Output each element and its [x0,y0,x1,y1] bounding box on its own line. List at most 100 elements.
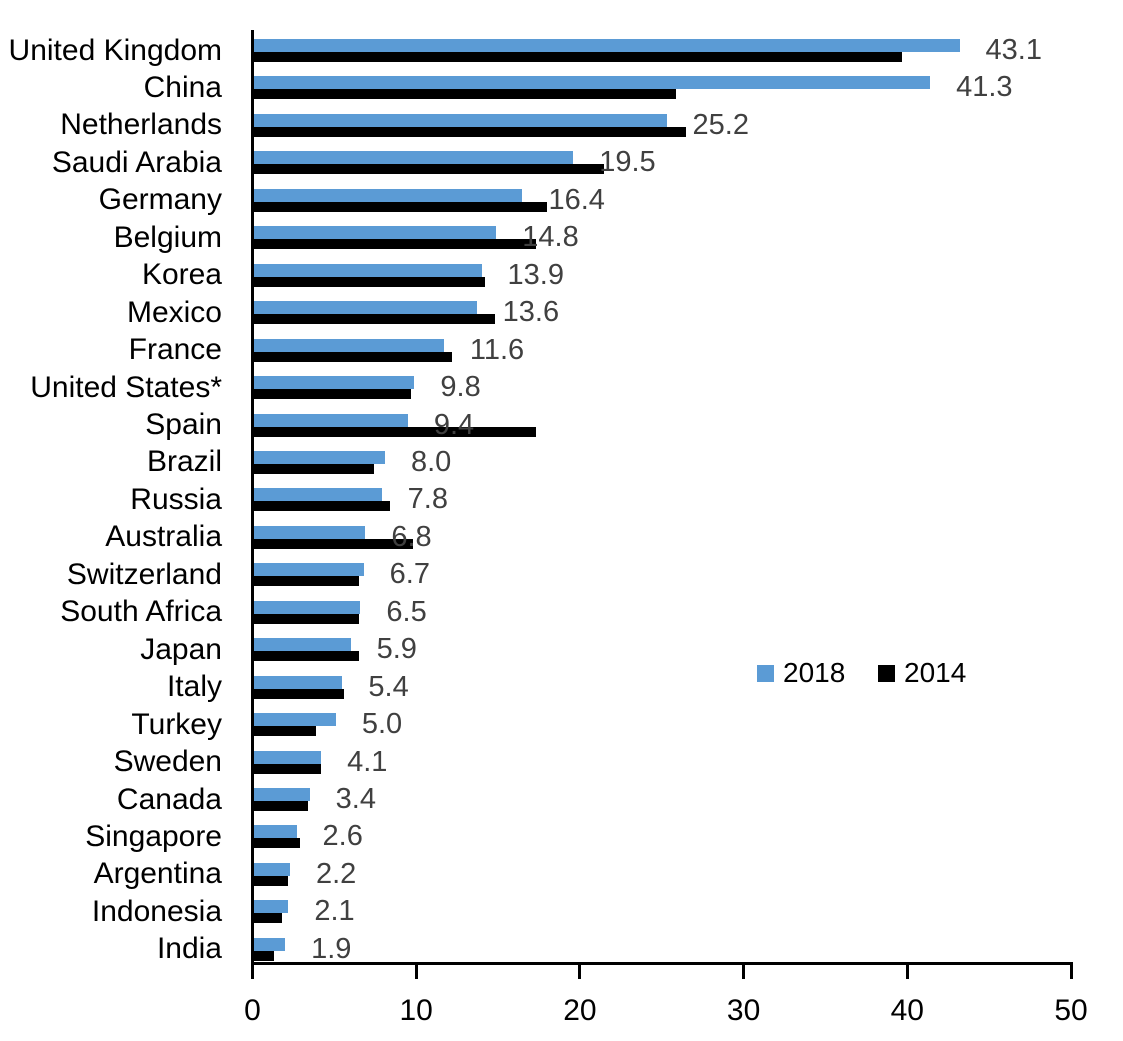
value-label-mexico: 13.6 [502,296,560,329]
category-label-turkey: Turkey [131,707,222,741]
bar-2018-mexico [254,301,477,315]
value-label-indonesia: 2.1 [314,895,355,928]
bar-2018-germany [254,188,523,202]
category-label-canada: Canada [116,782,222,816]
bar-2018-united-kingdom [254,39,960,52]
legend: 2018 [757,658,845,688]
value-label-japan: 5.9 [376,633,417,666]
category-label-switzerland: Switzerland [66,557,222,591]
bar-2018-russia [254,488,382,502]
value-label-korea: 13.9 [507,258,564,291]
bar-2018-belgium [254,226,497,240]
bar-2014-switzerland [254,576,359,587]
value-label-switzerland: 6.7 [389,558,430,591]
bar-2018-united-states [254,376,415,390]
legend-label-2014: 2014 [904,657,967,688]
bar-2018-india [254,937,286,951]
bar-2018-switzerland [254,563,364,577]
category-label-italy: Italy [166,670,222,704]
x-axis-tick-label: 50 [1054,994,1088,1027]
bar-2018-sweden [254,750,322,764]
value-label-turkey: 5.0 [361,708,403,741]
category-label-australia: Australia [105,520,222,554]
category-label-korea: Korea [141,258,222,292]
legend-swatch-2014 [878,664,895,682]
value-label-russia: 7.8 [407,483,448,516]
category-label-japan: Japan [140,632,222,666]
bar-2014-belgium [254,239,536,250]
category-label-mexico: Mexico [126,295,222,329]
bar-2018-china [254,76,931,90]
category-label-sweden: Sweden [113,745,222,779]
bar-2014-argentina [254,875,289,886]
bar-2014-mexico [254,314,495,325]
x-axis-tick-label: 10 [399,994,433,1027]
category-label-united-states: United States* [30,370,222,404]
bar-2014-sweden [254,763,322,774]
x-axis-tick-label: 30 [726,994,761,1027]
x-axis-tick-label: 20 [563,994,597,1027]
value-label-argentina: 2.2 [316,857,357,890]
bar-2018-turkey [254,713,336,727]
x-axis-tick-label: 40 [890,994,924,1027]
value-label-belgium: 14.8 [522,221,579,254]
bar-2018-korea [254,263,482,277]
bar-2014-indonesia [254,913,282,924]
value-label-india: 1.9 [311,932,352,965]
bar-2014-saudi-arabia [254,164,605,175]
bar-2014-spain [254,426,536,437]
bar-2018-argentina [254,862,290,876]
bar-2018-spain [254,413,408,427]
bar-2014-south-africa [254,613,359,624]
value-label-canada: 3.4 [335,783,376,815]
bar-2014-canada [254,801,309,811]
bar-2018-indonesia [254,900,289,914]
bar-2014-singapore [254,838,300,849]
category-label-argentina: Argentina [93,857,222,891]
value-label-germany: 16.4 [548,183,605,216]
category-label-brazil: Brazil [146,445,222,479]
bar-2018-south-africa [254,600,361,614]
category-label-netherlands: Netherlands [60,108,222,142]
x-axis-line [251,962,1073,965]
bar-2018-canada [254,788,310,801]
value-label-australia: 6.8 [391,520,432,553]
x-axis-tick-label: 0 [244,994,261,1027]
bar-2014-brazil [254,463,374,474]
legend-swatch-2018 [757,664,774,682]
category-label-france: France [128,333,222,367]
category-label-belgium: Belgium [113,220,222,254]
bar-2014-united-states [254,389,412,400]
x-axis-tick [1069,962,1073,979]
bar-2018-france [254,338,444,352]
category-label-singapore: Singapore [85,819,222,853]
value-label-china: 41.3 [956,71,1013,104]
value-label-spain: 9.4 [433,408,475,441]
category-label-south-africa: South Africa [60,595,222,629]
x-axis-tick [251,962,254,979]
legend-label-2018: 2018 [783,657,846,688]
x-axis-tick [742,962,746,979]
bar-2014-japan [254,651,359,662]
bar-2018-australia [254,525,366,539]
bar-2018-italy [254,675,343,689]
value-label-netherlands: 25.2 [692,108,749,141]
category-label-china: China [143,70,222,104]
bar-2014-united-kingdom [254,52,903,62]
bar-2014-germany [254,201,548,212]
x-axis-tick [414,962,418,979]
value-label-singapore: 2.6 [322,820,363,853]
bar-2014-australia [254,538,413,549]
bar-2014-russia [254,501,390,512]
x-axis-tick [905,962,909,979]
value-label-united-kingdom: 43.1 [985,34,1042,66]
value-label-france: 11.6 [469,333,525,366]
category-label-russia: Russia [130,482,222,516]
value-label-saudi-arabia: 19.5 [599,146,656,179]
bar-2018-singapore [254,825,297,839]
bar-2018-japan [254,638,351,652]
bar-2014-china [254,89,677,100]
bar-2014-italy [254,688,345,699]
value-label-brazil: 8.0 [410,445,452,478]
